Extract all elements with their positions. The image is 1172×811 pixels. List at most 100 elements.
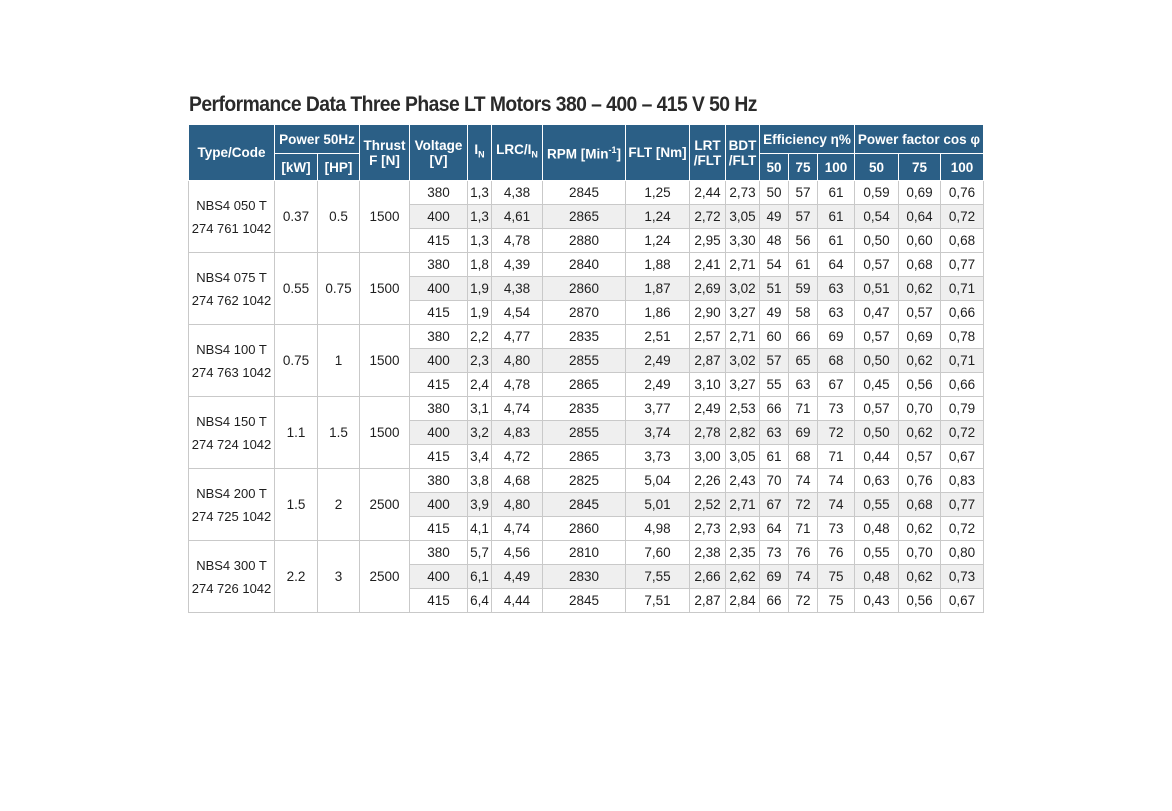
pf-100-cell: 0,66 (940, 372, 984, 397)
type-code: 274 726 1042 (191, 580, 272, 596)
type-code: 274 724 1042 (191, 436, 272, 452)
performance-table: Type/Code Power 50Hz Thrust F [N] Voltage… (188, 124, 984, 613)
kw-cell: 1.1 (274, 396, 318, 469)
eff-75-cell: 59 (788, 276, 818, 301)
eff-75-cell: 71 (788, 516, 818, 541)
lrc-header-sub: N (531, 149, 538, 160)
eff-100-cell: 76 (817, 540, 855, 565)
eff-75-cell: 57 (788, 180, 818, 205)
type-code: 274 763 1042 (191, 364, 272, 380)
efficiency-header: Efficiency η% (759, 124, 855, 154)
pf-50-cell: 0,43 (854, 588, 899, 613)
eff-50-cell: 55 (759, 372, 789, 397)
lrc-cell: 4,38 (491, 180, 543, 205)
voltage-header-line1: Voltage (414, 137, 463, 153)
eff-100-cell: 75 (817, 564, 855, 589)
type-code-cell: NBS4 050 T 274 761 1042 (188, 180, 275, 253)
type-name: NBS4 075 T (196, 269, 267, 285)
thrust-header-line2: F [N] (369, 152, 400, 168)
voltage-cell: 380 (409, 252, 468, 277)
eff-100-header: 100 (817, 153, 855, 181)
eff-100-cell: 64 (817, 252, 855, 277)
bdt-cell: 2,73 (725, 180, 760, 205)
bdt-cell: 2,53 (725, 396, 760, 421)
rpm-header-end: ] (616, 146, 622, 162)
bdt-cell: 3,05 (725, 444, 760, 469)
thrust-header-line1: Thrust (363, 137, 406, 153)
thrust-cell: 1500 (359, 396, 410, 469)
bdt-header: BDT/FLT (725, 124, 760, 181)
pf-100-header: 100 (940, 153, 984, 181)
lrc-cell: 4,78 (491, 228, 543, 253)
eff-75-cell: 69 (788, 420, 818, 445)
lrc-cell: 4,38 (491, 276, 543, 301)
lrc-cell: 4,78 (491, 372, 543, 397)
lrt-cell: 2,78 (689, 420, 726, 445)
lrc-cell: 4,72 (491, 444, 543, 469)
rpm-cell: 2865 (542, 204, 626, 229)
in-cell: 4,1 (467, 516, 492, 541)
in-cell: 2,2 (467, 324, 492, 349)
rpm-header-sup: -1 (608, 145, 617, 156)
in-cell: 3,4 (467, 444, 492, 469)
pf-50-cell: 0,45 (854, 372, 899, 397)
hp-cell: 3 (317, 540, 360, 613)
hp-cell: 1.5 (317, 396, 360, 469)
type-name: NBS4 050 T (196, 197, 267, 213)
eff-50-cell: 67 (759, 492, 789, 517)
lrt-cell: 2,44 (689, 180, 726, 205)
eff-75-cell: 74 (788, 564, 818, 589)
pf-50-header: 50 (854, 153, 899, 181)
in-cell: 3,8 (467, 468, 492, 493)
pf-75-cell: 0,64 (898, 204, 941, 229)
eff-50-cell: 49 (759, 204, 789, 229)
lrt-cell: 2,41 (689, 252, 726, 277)
voltage-cell: 400 (409, 204, 468, 229)
pf-50-cell: 0,47 (854, 300, 899, 325)
pf-100-cell: 0,68 (940, 228, 984, 253)
eff-75-cell: 58 (788, 300, 818, 325)
page-title: Performance Data Three Phase LT Motors 3… (189, 93, 757, 116)
pf-50-cell: 0,48 (854, 564, 899, 589)
pf-50-cell: 0,57 (854, 396, 899, 421)
kw-cell: 2.2 (274, 540, 318, 613)
pf-75-cell: 0,62 (898, 564, 941, 589)
lrc-cell: 4,74 (491, 396, 543, 421)
bdt-cell: 3,27 (725, 300, 760, 325)
eff-100-cell: 73 (817, 516, 855, 541)
type-name: NBS4 100 T (196, 341, 267, 357)
hp-cell: 0.75 (317, 252, 360, 325)
pf-50-cell: 0,57 (854, 324, 899, 349)
voltage-cell: 415 (409, 372, 468, 397)
eff-100-cell: 75 (817, 588, 855, 613)
in-cell: 5,7 (467, 540, 492, 565)
lrt-cell: 2,69 (689, 276, 726, 301)
eff-75-cell: 72 (788, 492, 818, 517)
voltage-cell: 400 (409, 420, 468, 445)
pf-75-cell: 0,70 (898, 540, 941, 565)
lrc-cell: 4,56 (491, 540, 543, 565)
type-code: 274 761 1042 (191, 220, 272, 236)
rpm-cell: 2865 (542, 372, 626, 397)
flt-cell: 2,49 (625, 348, 690, 373)
voltage-header-line2: [V] (429, 152, 448, 168)
flt-cell: 1,88 (625, 252, 690, 277)
lrc-cell: 4,83 (491, 420, 543, 445)
pf-75-cell: 0,62 (898, 516, 941, 541)
eff-75-cell: 56 (788, 228, 818, 253)
pf-100-cell: 0,72 (940, 516, 984, 541)
rpm-cell: 2840 (542, 252, 626, 277)
eff-75-cell: 68 (788, 444, 818, 469)
pf-50-cell: 0,51 (854, 276, 899, 301)
flt-cell: 3,77 (625, 396, 690, 421)
rpm-cell: 2870 (542, 300, 626, 325)
rpm-cell: 2855 (542, 420, 626, 445)
eff-100-cell: 68 (817, 348, 855, 373)
eff-50-header: 50 (759, 153, 789, 181)
eff-50-cell: 60 (759, 324, 789, 349)
lrt-header-line2: /FLT (693, 152, 722, 168)
pf-50-cell: 0,63 (854, 468, 899, 493)
pf-100-cell: 0,72 (940, 204, 984, 229)
pf-100-cell: 0,67 (940, 444, 984, 469)
eff-75-cell: 76 (788, 540, 818, 565)
